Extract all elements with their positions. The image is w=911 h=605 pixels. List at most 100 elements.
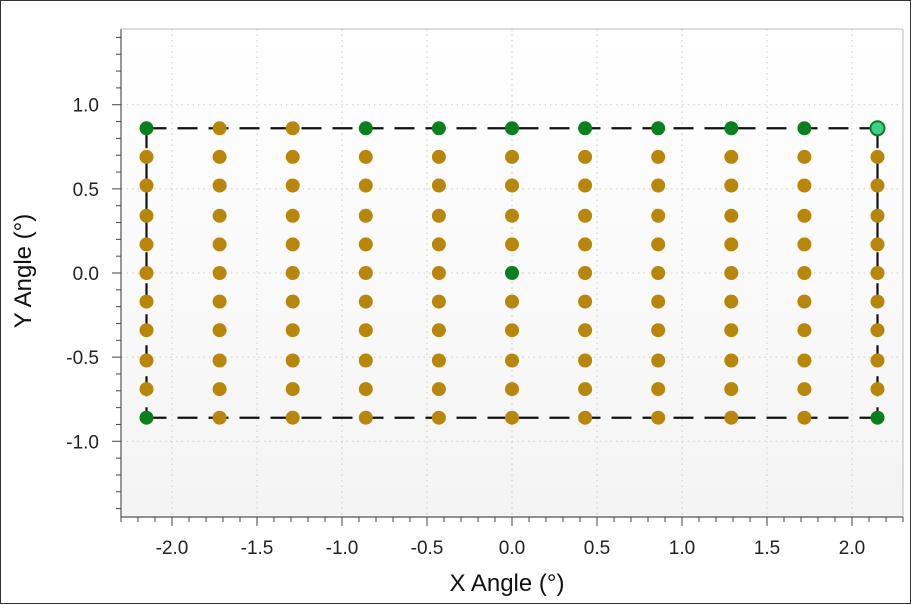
point-gold	[505, 382, 519, 397]
point-gold	[578, 149, 593, 164]
point-gold	[797, 294, 812, 309]
point-gold	[870, 353, 885, 368]
point-gold	[797, 410, 812, 425]
point-green	[578, 121, 593, 136]
x-tick-label: 1.5	[754, 538, 780, 559]
point-gold	[870, 149, 885, 164]
x-tick-label: -0.5	[411, 538, 444, 559]
point-gold	[505, 149, 519, 164]
point-gold	[358, 178, 373, 193]
point-gold	[431, 266, 446, 280]
point-gold	[797, 382, 812, 397]
point-gold	[212, 294, 227, 309]
point-gold	[724, 323, 739, 338]
point-gold	[285, 382, 300, 397]
y-tick-label: 1.0	[73, 96, 99, 117]
point-gold	[870, 294, 885, 309]
point-gold	[578, 237, 593, 252]
x-tick-label: 0.5	[584, 538, 610, 559]
x-tick-label: 1.0	[669, 538, 695, 559]
point-gold	[358, 382, 373, 397]
point-gold	[431, 294, 446, 309]
point-gold	[505, 178, 519, 193]
y-tick-label: 0.0	[73, 264, 99, 285]
point-gold	[797, 178, 812, 193]
point-gold	[578, 266, 593, 280]
x-tick-label: -2.0	[156, 538, 189, 559]
point-green	[505, 266, 519, 280]
point-gold	[797, 353, 812, 368]
point-gold	[651, 353, 666, 368]
point-gold	[870, 178, 885, 193]
x-tick-label: -1.0	[326, 538, 359, 559]
point-gold	[724, 410, 739, 425]
tick-labels: -2.0 -1.5 -1.0 -0.5 0.0 0.5 1.0 1.5 2.0 1.0 0.5 0.0…	[66, 96, 865, 559]
point-gold	[724, 382, 739, 397]
point-gold	[285, 149, 300, 164]
point-gold	[212, 208, 227, 223]
point-gold	[797, 237, 812, 252]
point-gold	[651, 237, 666, 252]
point-gold	[724, 237, 739, 252]
point-gold	[505, 323, 519, 338]
point-gold	[285, 208, 300, 223]
point-gold	[431, 178, 446, 193]
y-tick-label: 0.5	[73, 180, 99, 201]
point-gold	[431, 353, 446, 368]
point-gold	[505, 237, 519, 252]
point-gold	[870, 323, 885, 338]
point-gold	[139, 323, 154, 338]
point-gold	[212, 266, 227, 280]
point-gold	[212, 323, 227, 338]
point-green	[797, 121, 812, 136]
point-gold	[651, 382, 666, 397]
point-gold	[139, 294, 154, 309]
point-gold	[358, 323, 373, 338]
point-green	[724, 121, 739, 136]
point-gold	[651, 266, 666, 280]
point-gold	[358, 149, 373, 164]
y-tick-label: -0.5	[66, 348, 99, 369]
point-green	[505, 121, 519, 136]
y-tick-label: -1.0	[66, 432, 99, 453]
point-gold	[139, 382, 154, 397]
point-green	[431, 121, 446, 136]
point-gold	[797, 323, 812, 338]
x-tick-label: 0.0	[499, 538, 525, 559]
point-gold	[724, 149, 739, 164]
point-gold	[212, 178, 227, 193]
point-highlight	[869, 120, 886, 137]
axes	[112, 28, 904, 526]
point-gold	[724, 294, 739, 309]
point-green	[358, 121, 373, 136]
point-gold	[578, 323, 593, 338]
point-gold	[651, 149, 666, 164]
point-gold	[578, 353, 593, 368]
point-gold	[358, 237, 373, 252]
point-gold	[139, 266, 154, 280]
point-gold	[870, 382, 885, 397]
point-gold	[870, 266, 885, 280]
point-gold	[505, 410, 519, 425]
point-gold	[431, 208, 446, 223]
point-gold	[212, 382, 227, 397]
point-gold	[505, 294, 519, 309]
point-gold	[797, 208, 812, 223]
point-gold	[431, 237, 446, 252]
point-gold	[651, 323, 666, 338]
point-gold	[139, 178, 154, 193]
point-gold	[285, 294, 300, 309]
point-gold	[285, 178, 300, 193]
point-gold	[358, 294, 373, 309]
point-gold	[578, 382, 593, 397]
point-gold	[797, 149, 812, 164]
point-gold	[285, 353, 300, 368]
x-tick-label: 2.0	[839, 538, 865, 559]
point-gold	[651, 208, 666, 223]
point-gold	[578, 208, 593, 223]
point-gold	[285, 237, 300, 252]
point-gold	[285, 410, 300, 425]
point-gold	[431, 323, 446, 338]
point-gold	[285, 121, 300, 136]
